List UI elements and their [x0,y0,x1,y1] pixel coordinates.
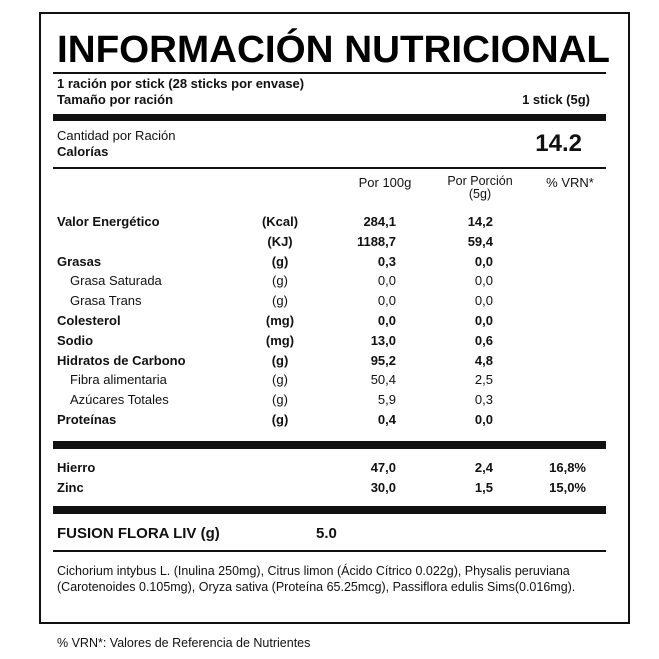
per-100g: 47,0 [370,460,396,475]
col-header: Por 100g [358,175,412,190]
vrn: 16,8% [549,460,586,475]
nutrient-unit: (KJ) [267,233,293,249]
nutrient-name: Valor Energético [57,214,160,229]
nutrient-unit: (mg) [265,313,295,328]
thick-rule [53,441,606,449]
nutrient-unit: (g) [272,372,288,388]
nutrient-name: Sodio [57,332,94,348]
per-portion: 0,0 [474,412,493,427]
per-portion: 0,0 [474,253,493,269]
per-100g: 284,1 [363,214,396,229]
per-100g: 0,0 [377,273,396,289]
per-100g: 1188,7 [356,233,396,249]
servings-per-container: 1 ración por stick (28 sticks por envase… [57,76,305,91]
per-portion: 1,5 [474,480,493,495]
nutrient-unit: (Kcal) [261,214,299,229]
extra-value: 5.0 [316,525,337,542]
nutrient-unit: (g) [271,253,289,269]
mineral-name: Zinc [57,480,84,495]
per-portion: 14,2 [467,214,493,229]
rule [53,550,606,552]
rule [53,167,606,169]
thick-rule [53,506,606,514]
title-svg: INFORMACIÓN NUTRICIONAL [57,27,610,71]
calories-label: Calorías [57,144,109,159]
per-100g: 0,4 [377,412,396,427]
extra-name: FUSION FLORA LIV (g) [57,525,220,542]
per-portion: 0,6 [474,332,493,348]
per-100g: 30,0 [370,480,396,495]
per-100g: 50,4 [370,372,396,388]
label-box [39,12,630,624]
nutrient-unit: (g) [272,273,288,289]
nutrient-name: Proteínas [57,412,117,427]
per-portion: 2,4 [474,460,493,475]
nutrient-unit: (g) [271,412,289,427]
amount-per-serving: Cantidad por Ración [57,128,176,143]
per-100g: 0,0 [377,293,396,309]
per-100g: 0,3 [377,253,396,269]
thick-rule [53,114,606,121]
per-100g: 13,0 [370,332,396,348]
footnote: % VRN*: Valores de Referencia de Nutrien… [57,636,311,650]
title: INFORMACIÓN NUTRICIONAL [57,27,610,71]
nutrient-unit: (g) [271,352,289,368]
per-100g: 0,0 [377,313,396,328]
mineral-name: Hierro [57,460,96,475]
rule [53,72,606,74]
per-100g: 95,2 [370,352,396,368]
nutrient-name: Grasa Saturada [70,273,162,289]
per-portion: 0,0 [474,313,493,328]
nutrient-name: Grasas [57,253,102,269]
calories-value: 14.2 [535,130,582,157]
nutrient-name: Grasa Trans [70,293,142,309]
nutrient-name: Hidratos de Carbono [57,352,186,368]
per-portion: 59,4 [467,233,493,249]
nutrient-name: Colesterol [57,313,121,328]
col-header: Por Porción (5g) [447,174,513,201]
nutrient-name: Azúcares Totales [70,392,169,408]
nutrient-name: Fibra alimentaria [70,372,167,388]
serving-size: 1 stick (5g) [522,92,590,107]
per-portion: 0,0 [474,293,493,309]
per-portion: 0,0 [474,273,493,289]
col-header: % VRN* [546,175,594,190]
per-100g: 5,9 [377,392,396,408]
vrn: 15,0% [549,480,586,495]
serving-size-label: Tamaño por ración [57,92,174,107]
per-portion: 4,8 [474,352,493,368]
nutrient-unit: (g) [272,293,288,309]
nutrient-unit: (mg) [265,332,295,348]
per-portion: 0,3 [474,392,493,408]
ingredients: Cichorium intybus L. (Inulina 250mg), Ci… [57,564,576,594]
nutrient-unit: (g) [272,392,288,408]
per-portion: 2,5 [474,372,493,388]
